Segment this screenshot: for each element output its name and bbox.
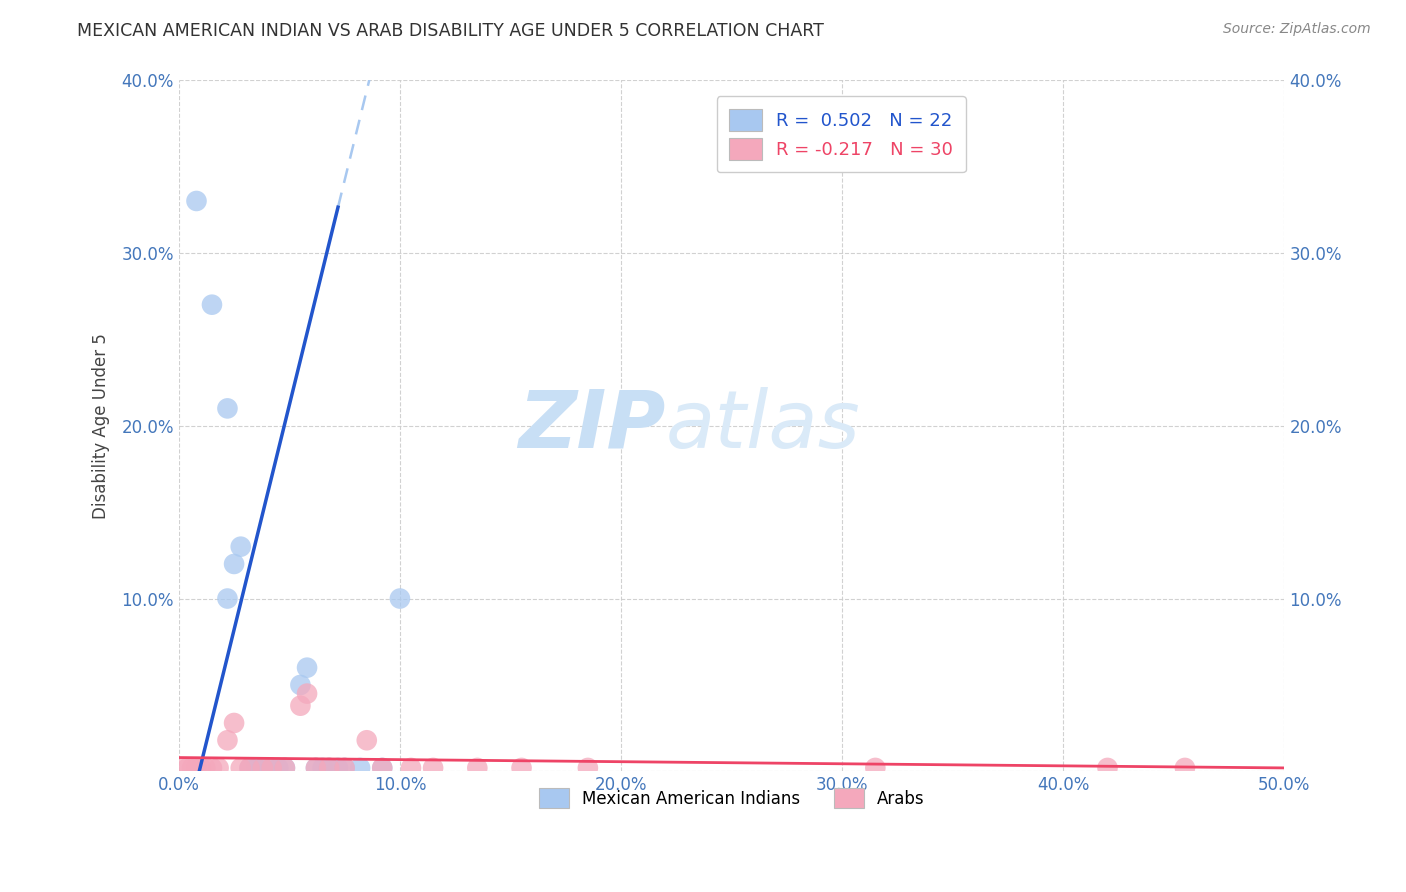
Point [260,761,283,775]
Point [176,761,198,775]
Point [333,761,356,775]
Text: atlas: atlas [665,386,860,465]
Point [229,761,252,775]
Point [252,761,274,775]
Legend: Mexican American Indians, Arabs: Mexican American Indians, Arabs [531,781,931,815]
Point [371,761,394,775]
Point [172,761,194,775]
Point [318,761,340,775]
Point [194,761,217,775]
Point [290,698,312,713]
Point [245,761,267,775]
Point [305,761,328,775]
Point [576,761,599,775]
Point [1174,761,1197,775]
Point [318,761,340,775]
Point [349,761,371,775]
Point [190,761,212,775]
Point [186,194,208,208]
Point [217,733,239,747]
Point [222,716,245,731]
Point [422,761,444,775]
Point [238,761,260,775]
Point [181,761,204,775]
Text: ZIP: ZIP [517,386,665,465]
Point [371,761,394,775]
Point [865,761,887,775]
Point [252,761,274,775]
Point [260,761,283,775]
Point [465,761,488,775]
Point [1097,761,1119,775]
Point [311,761,333,775]
Point [217,401,239,416]
Point [333,761,356,775]
Point [186,761,208,775]
Point [207,761,229,775]
Point [274,761,297,775]
Point [274,761,297,775]
Point [290,678,312,692]
Point [510,761,533,775]
Point [201,298,224,312]
Point [238,761,260,775]
Point [295,687,318,701]
Point [388,591,411,606]
Point [267,761,290,775]
Text: MEXICAN AMERICAN INDIAN VS ARAB DISABILITY AGE UNDER 5 CORRELATION CHART: MEXICAN AMERICAN INDIAN VS ARAB DISABILI… [77,22,824,40]
Y-axis label: Disability Age Under 5: Disability Age Under 5 [93,333,110,518]
Text: Source: ZipAtlas.com: Source: ZipAtlas.com [1223,22,1371,37]
Point [229,540,252,554]
Point [295,661,318,675]
Point [326,761,349,775]
Point [201,761,224,775]
Point [305,761,328,775]
Point [217,591,239,606]
Point [222,557,245,571]
Point [356,733,378,747]
Point [399,761,422,775]
